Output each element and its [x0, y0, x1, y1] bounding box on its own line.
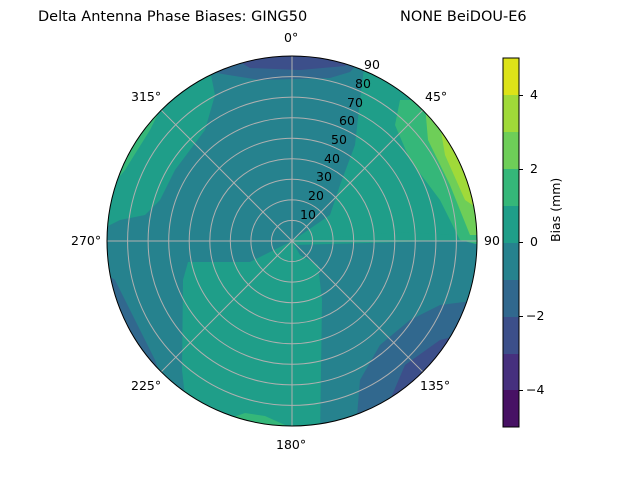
polar-grid	[107, 56, 477, 426]
colorbar-tick-neg2: −2	[526, 308, 545, 323]
chart-title-right: NONE BeiDOU-E6	[400, 9, 527, 25]
angle-label-0: 0°	[284, 30, 299, 45]
angle-label-135: 135°	[420, 378, 451, 393]
colorbar-tick-neg4: −4	[526, 382, 545, 397]
radial-label-20: 20	[308, 188, 324, 203]
chart-title-left: Delta Antenna Phase Biases: GING50	[38, 9, 308, 25]
angle-label-315: 315°	[131, 89, 162, 104]
colorbar-label: Bias (mm)	[548, 177, 563, 242]
radial-label-30: 30	[316, 169, 332, 184]
radial-label-40: 40	[324, 151, 340, 166]
radial-label-50: 50	[331, 132, 347, 147]
radial-label-70: 70	[347, 95, 363, 110]
angle-label-45: 45°	[425, 89, 448, 104]
angle-label-270: 270°	[71, 233, 102, 248]
angle-label-90: 90	[484, 233, 500, 248]
radial-label-10: 10	[300, 207, 316, 222]
polar-frame	[106, 55, 478, 427]
radial-label-90: 90	[364, 57, 380, 72]
colorbar-tick-0: 0	[530, 234, 538, 249]
colorbar	[502, 57, 523, 428]
colorbar-tick-4: 4	[530, 87, 538, 102]
radial-label-60: 60	[339, 113, 355, 128]
angle-label-180: 180°	[276, 437, 307, 452]
radial-label-80: 80	[355, 76, 371, 91]
angle-label-225: 225°	[131, 378, 162, 393]
colorbar-tick-2: 2	[530, 161, 538, 176]
